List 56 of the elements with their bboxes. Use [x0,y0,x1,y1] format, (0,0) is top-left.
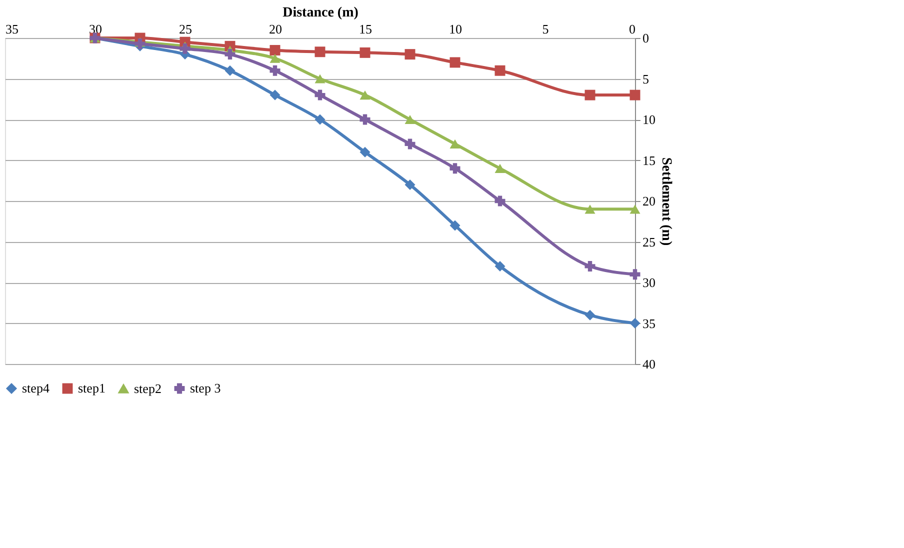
x-tick-label: 15 [359,22,372,36]
point [360,146,370,158]
x-axis-title: Distance (m) [282,6,359,20]
y-tick-label: 25 [642,234,656,250]
point [360,114,370,125]
point [494,196,506,206]
point [180,43,190,54]
x-tick-label: 10 [449,22,462,36]
y-tick-label: 20 [642,194,656,208]
point [270,44,280,56]
point [270,90,280,100]
point [584,260,596,272]
point [360,90,370,100]
x-tick-label: 0 [629,22,636,36]
point [494,65,506,76]
x-tick-label: 20 [269,22,282,36]
point [270,54,280,63]
point [314,74,326,84]
point [450,57,460,68]
point [630,318,640,328]
y-axis-title: Settlement (m) [658,157,674,246]
point [404,114,416,124]
y-tick-label: 5 [642,71,649,86]
point [450,139,460,148]
legend-label: step2 [134,380,162,396]
point [404,138,416,150]
legend-label: step1 [78,380,106,396]
y-tick-label: 10 [642,112,656,127]
x-tick-label: 5 [542,22,549,36]
y-tick-label: 35 [642,316,656,331]
x-tick-label: 35 [6,22,18,36]
point [450,163,460,174]
point [314,114,326,125]
point [314,46,326,58]
point [314,90,326,100]
point [360,47,370,58]
legend-label: step4 [22,380,50,396]
point [630,90,640,100]
point [494,260,506,272]
y-tick-label: 30 [642,275,656,290]
point [494,164,506,173]
y-tick-label: 15 [642,152,656,168]
point [584,90,596,100]
point [404,179,416,190]
point [584,310,596,320]
point [450,220,460,231]
point [224,65,236,76]
point [630,204,640,214]
point [584,204,596,214]
point [224,49,236,60]
y-tick-label: 40 [642,356,656,372]
legend-label: step 3 [190,380,221,396]
point [630,269,640,280]
point [270,65,280,76]
x-tick-label: 25 [179,22,192,36]
point [404,49,416,60]
